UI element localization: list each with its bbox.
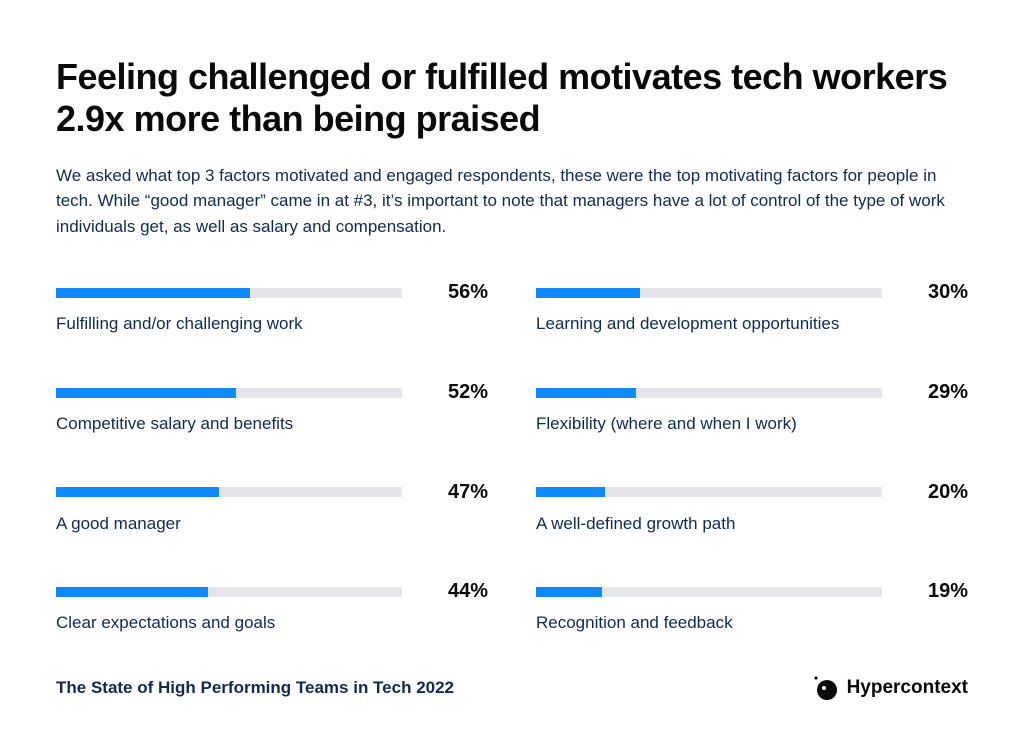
bar-fill [56, 487, 219, 497]
bar-percent: 56% [420, 281, 488, 304]
bar-fill [56, 587, 208, 597]
bar-fill [56, 288, 250, 298]
bar-label: Recognition and feedback [536, 613, 968, 633]
brand: Hypercontext [811, 674, 968, 702]
bar-row: 47% [56, 481, 488, 504]
bar-fill [536, 388, 636, 398]
bar-track [56, 487, 402, 497]
bar-row: 20% [536, 481, 968, 504]
bar-item: 52% Competitive salary and benefits [56, 381, 488, 447]
bar-row: 52% [56, 381, 488, 404]
bar-item: 30% Learning and development opportuniti… [536, 281, 968, 347]
bar-track [536, 388, 882, 398]
bar-fill [536, 487, 605, 497]
bar-item: 47% A good manager [56, 481, 488, 547]
bar-track [536, 288, 882, 298]
bar-track [56, 288, 402, 298]
bar-grid: 56% Fulfilling and/or challenging work 3… [56, 281, 968, 646]
chart-subtitle: We asked what top 3 factors motivated an… [56, 163, 956, 240]
bar-row: 56% [56, 281, 488, 304]
bar-label: A good manager [56, 514, 488, 534]
bar-item: 19% Recognition and feedback [536, 580, 968, 646]
brand-name: Hypercontext [847, 677, 968, 699]
bar-track [56, 587, 402, 597]
bar-fill [56, 388, 236, 398]
bar-percent: 52% [420, 381, 488, 404]
bar-item: 20% A well-defined growth path [536, 481, 968, 547]
bar-percent: 44% [420, 580, 488, 603]
bar-track [536, 587, 882, 597]
bar-item: 44% Clear expectations and goals [56, 580, 488, 646]
bar-row: 29% [536, 381, 968, 404]
bar-label: Competitive salary and benefits [56, 414, 488, 434]
bar-fill [536, 288, 640, 298]
bar-row: 19% [536, 580, 968, 603]
bar-item: 29% Flexibility (where and when I work) [536, 381, 968, 447]
bar-percent: 19% [900, 580, 968, 603]
bar-percent: 29% [900, 381, 968, 404]
bar-percent: 47% [420, 481, 488, 504]
chart-title: Feeling challenged or fulfilled motivate… [56, 56, 968, 141]
bar-label: Learning and development opportunities [536, 314, 968, 334]
bar-label: Flexibility (where and when I work) [536, 414, 968, 434]
bar-fill [536, 587, 602, 597]
bar-row: 44% [56, 580, 488, 603]
bar-label: Fulfilling and/or challenging work [56, 314, 488, 334]
footer: The State of High Performing Teams in Te… [56, 674, 968, 702]
bar-label: Clear expectations and goals [56, 613, 488, 633]
bar-percent: 30% [900, 281, 968, 304]
bar-percent: 20% [900, 481, 968, 504]
source-line: The State of High Performing Teams in Te… [56, 678, 454, 698]
bar-label: A well-defined growth path [536, 514, 968, 534]
bar-row: 30% [536, 281, 968, 304]
bar-track [56, 388, 402, 398]
bar-item: 56% Fulfilling and/or challenging work [56, 281, 488, 347]
bar-track [536, 487, 882, 497]
brand-logo-icon [811, 674, 839, 702]
